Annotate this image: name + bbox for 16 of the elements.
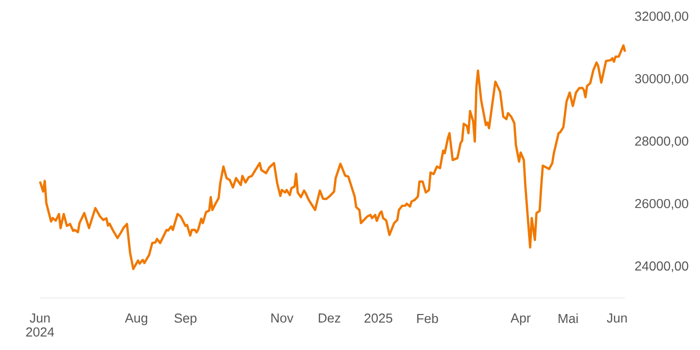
x-tick-label: Dez xyxy=(318,314,340,323)
x-tick-label: Jun 2024 xyxy=(26,314,54,337)
x-tick-label: Jun xyxy=(606,314,627,323)
x-tick-label: Aug xyxy=(124,314,148,326)
y-tick-label: 32000,00 xyxy=(635,12,688,22)
x-tick-label: Apr xyxy=(510,314,531,326)
y-tick-label: 26000,00 xyxy=(635,198,688,210)
x-tick-label: Feb xyxy=(417,314,438,324)
x-tick-label: Nov xyxy=(271,314,294,323)
y-tick-label: 30000,00 xyxy=(635,74,688,85)
y-tick-label: 28000,00 xyxy=(635,136,688,148)
y-tick-label: 24000,00 xyxy=(635,261,688,272)
x-tick-label: Mai xyxy=(558,314,578,324)
line-series xyxy=(38,44,626,270)
x-tick-label: Sep xyxy=(174,314,196,326)
x-tick-label: 2025 xyxy=(364,314,392,323)
